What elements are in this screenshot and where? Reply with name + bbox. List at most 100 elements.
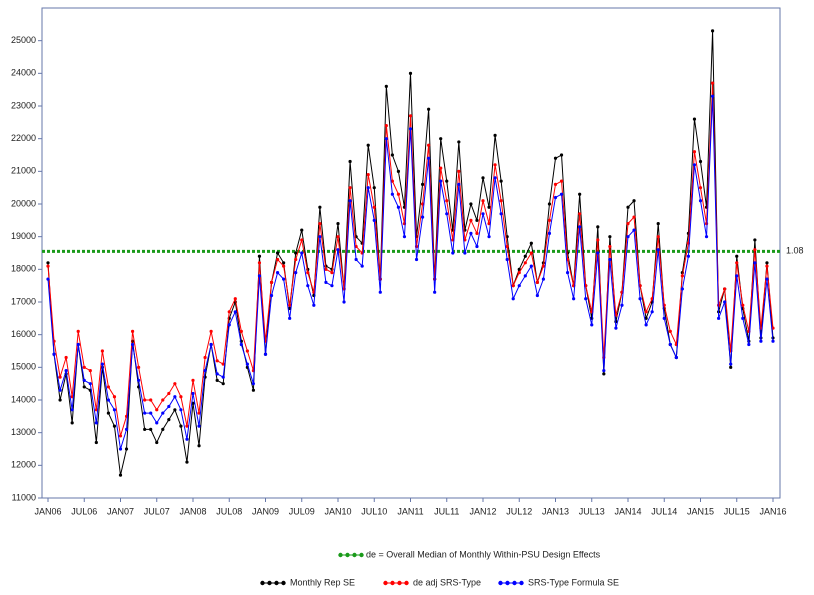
data-point [753,261,757,265]
data-point [427,107,431,111]
data-point [602,369,606,373]
data-point [547,231,552,235]
data-point [185,460,189,464]
data-point [306,284,310,288]
data-point [517,284,521,288]
data-point [300,228,304,232]
data-point [457,169,461,173]
legend-swatch [383,580,388,586]
data-point [209,329,213,333]
legend-swatch [404,580,409,586]
data-point [82,378,86,382]
data-point [680,287,684,291]
data-point [475,231,479,235]
data-point [149,427,153,431]
legend-swatch [260,580,265,586]
data-point [94,440,98,445]
legend-swatch [338,552,343,558]
data-point [384,124,388,128]
data-point [457,182,461,186]
data-point [318,235,322,239]
data-point [70,421,74,425]
y-tick-label: 22000 [11,133,36,143]
data-point [553,195,558,200]
data-point [626,222,630,226]
data-point [741,316,745,320]
data-point [342,300,346,304]
data-point [118,447,123,451]
data-point [112,395,117,399]
data-point [481,199,485,203]
data-point [167,404,171,409]
x-tick-label: JAN08 [179,506,206,516]
data-point [288,303,292,307]
data-point [294,271,298,275]
x-tick-label: JAN14 [614,506,641,516]
data-point [547,218,552,222]
data-point [626,235,630,239]
data-point [300,251,304,255]
data-point [106,398,111,402]
data-point [300,238,304,242]
data-point [445,212,449,216]
data-point [523,274,527,278]
data-point [130,342,135,347]
data-point [324,280,328,284]
data-point [656,248,660,252]
data-point [58,398,62,402]
data-point [408,114,413,118]
data-point [161,427,165,431]
data-point [710,81,715,85]
data-point [698,199,703,203]
x-tick-label: JAN15 [687,506,714,516]
data-point [638,297,642,301]
data-point [523,261,527,265]
data-point [275,271,280,275]
data-point [735,254,739,258]
legend-label: de adj SRS-Type [413,577,481,587]
x-tick-label: JUL09 [289,506,315,516]
x-tick-label: JUL06 [71,506,97,516]
x-tick-label: JAN10 [324,506,351,516]
data-point [481,212,485,216]
data-point [710,94,715,98]
data-point [245,349,249,353]
data-point [602,372,606,376]
data-point [354,257,358,262]
data-point [741,303,745,307]
data-point [439,137,443,141]
data-point [52,352,56,356]
data-point [445,199,449,203]
data-point [559,192,564,196]
data-point [596,238,600,242]
data-point [632,199,636,203]
data-point [197,411,201,415]
y-tick-label: 11000 [12,492,36,502]
data-point [282,277,286,281]
data-point [632,228,636,232]
data-point [130,329,135,333]
legend-swatch [281,580,286,586]
data-point [143,398,147,402]
y-tick-label: 12000 [11,460,36,470]
y-tick-label: 14000 [11,394,36,404]
data-point [608,235,612,239]
data-point [723,287,727,291]
legend-swatch [345,552,350,558]
data-point [505,257,509,262]
data-point [753,248,757,252]
data-point [499,179,503,183]
data-point [191,378,195,382]
data-point [384,84,388,88]
data-point [124,447,129,451]
data-point [692,150,697,154]
data-point [100,362,104,366]
data-point [451,251,455,255]
data-point [710,29,715,33]
data-point [427,156,431,160]
data-point [674,355,678,360]
data-point [668,329,672,333]
data-point [348,186,352,190]
data-point [578,212,582,216]
data-point [251,382,256,386]
